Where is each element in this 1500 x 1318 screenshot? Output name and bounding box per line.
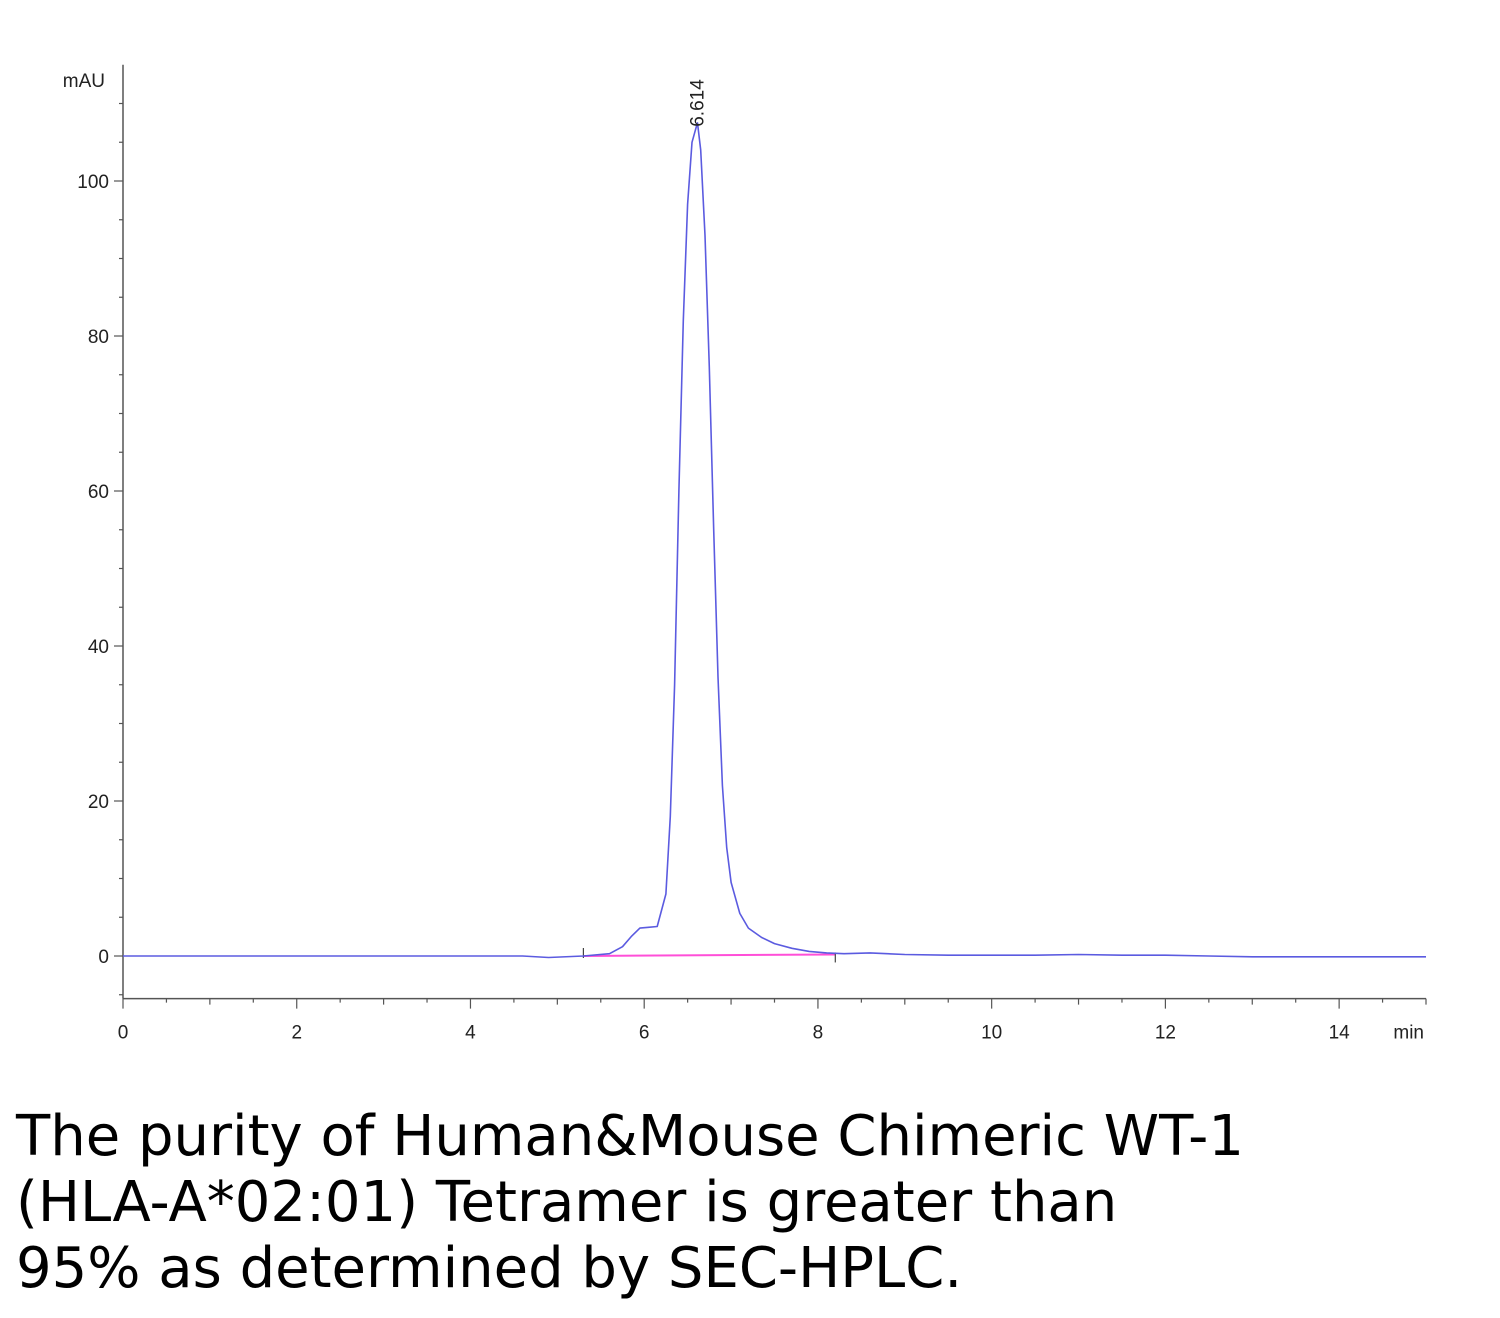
y-tick-label: 80 [88, 327, 109, 348]
y-tick-label: 20 [88, 792, 109, 813]
figure-caption: The purity of Human&Mouse Chimeric WT-1 … [16, 1104, 1244, 1301]
x-tick-label: 14 [1329, 1023, 1351, 1044]
chromatogram-chart: 0 20 40 60 80 100 0 2 4 6 8 10 12 14 mAU min 6.614 [63, 64, 1427, 1044]
x-tick-label: 2 [291, 1023, 302, 1044]
tick-labels: 0 20 40 60 80 100 0 2 4 6 8 10 12 14 [77, 172, 1350, 1044]
peak-label: 6.614 [688, 79, 709, 127]
x-tick-label: 0 [118, 1023, 129, 1044]
tick-marks [114, 102, 1427, 1009]
axes [122, 64, 1426, 1000]
x-tick-label: 6 [639, 1023, 650, 1044]
y-tick-label: 100 [77, 172, 109, 193]
x-tick-label: 12 [1155, 1023, 1176, 1044]
y-axis-label: mAU [63, 71, 105, 92]
plot-area [123, 122, 1426, 963]
x-tick-label: 4 [465, 1023, 476, 1044]
y-tick-label: 40 [88, 637, 109, 658]
chromatogram-trace [123, 122, 1426, 959]
integration-baseline [583, 953, 836, 957]
x-axis-label: min [1393, 1023, 1424, 1044]
x-tick-label: 8 [813, 1023, 824, 1044]
x-tick-label: 10 [981, 1023, 1002, 1044]
y-tick-label: 60 [88, 482, 109, 503]
y-tick-label: 0 [98, 947, 109, 968]
